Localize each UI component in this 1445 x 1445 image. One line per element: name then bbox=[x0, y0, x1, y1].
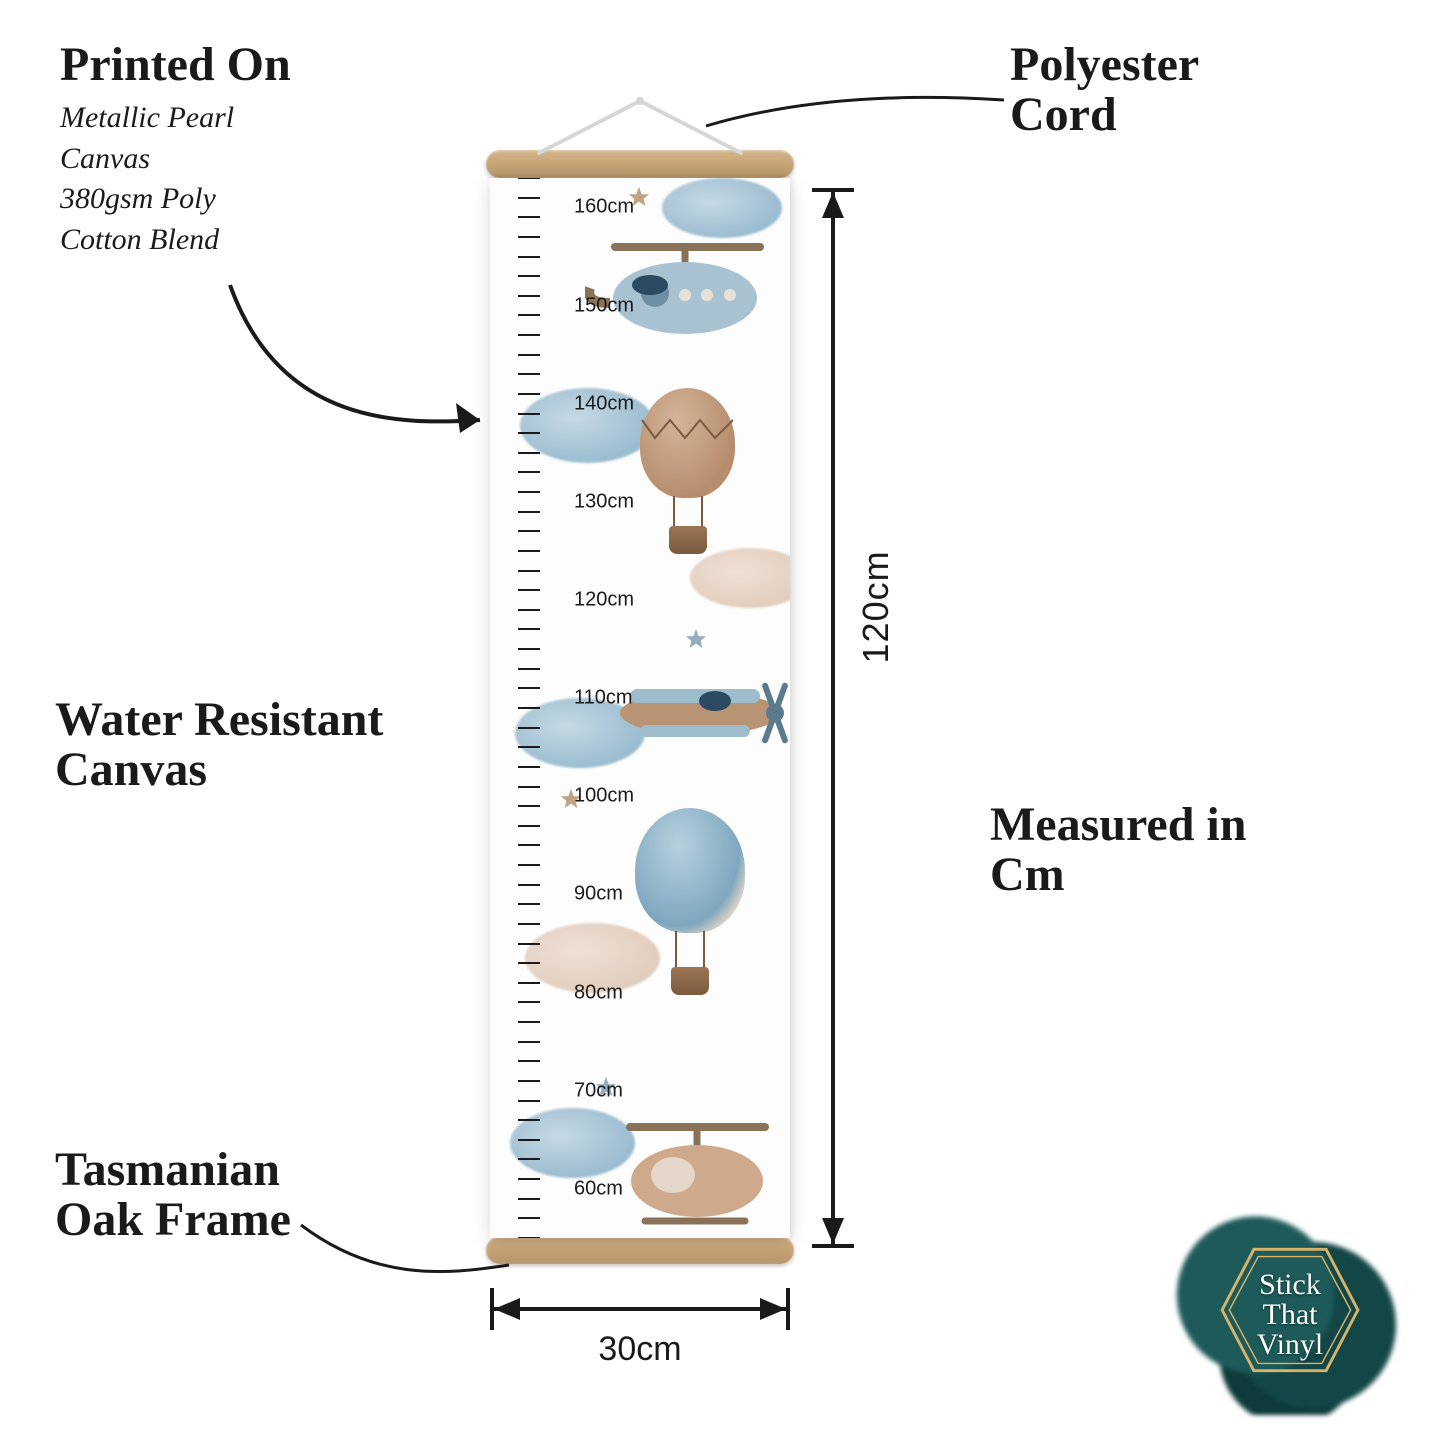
ruler-tick-minor bbox=[518, 903, 540, 905]
ruler-label: 100cm bbox=[574, 785, 634, 808]
ruler-tick-minor bbox=[518, 1198, 540, 1200]
canvas: 60cm 70cm 80cm 90cm 100cm 110cm 120cm 130cm 140c… bbox=[490, 178, 790, 1238]
ruler-tick-minor bbox=[518, 275, 540, 277]
ruler-tick-minor bbox=[518, 1041, 540, 1043]
callout-body: Metallic PearlCanvas380gsm PolyCotton Bl… bbox=[60, 98, 400, 260]
leader-line bbox=[220, 275, 510, 475]
ruler-tick-minor bbox=[518, 373, 540, 375]
logo-line: Vinyl bbox=[1257, 1330, 1324, 1360]
cloud-icon bbox=[662, 178, 782, 238]
star-icon bbox=[685, 628, 707, 650]
callout-headline: Water ResistantCanvas bbox=[55, 695, 395, 796]
ruler-tick-minor bbox=[518, 550, 540, 552]
ruler-tick-minor bbox=[518, 609, 540, 611]
ruler-tick-minor bbox=[518, 1158, 540, 1160]
callout-water-resistant: Water ResistantCanvas bbox=[55, 695, 395, 796]
ruler-label: 110cm bbox=[574, 687, 633, 710]
dimension-width-label: 30cm bbox=[490, 1330, 790, 1369]
ruler-label: 150cm bbox=[574, 294, 634, 317]
ruler-tick-minor bbox=[518, 844, 540, 846]
ruler-tick-minor bbox=[518, 491, 540, 493]
frame-bottom-bar bbox=[486, 1236, 794, 1264]
ruler-tick-minor bbox=[518, 393, 540, 395]
ruler-tick-minor bbox=[518, 471, 540, 473]
callout-oak-frame: TasmanianOak Frame bbox=[55, 1145, 395, 1246]
callout-printed-on: Printed On Metallic PearlCanvas380gsm Po… bbox=[60, 40, 400, 260]
cloud-icon bbox=[690, 548, 790, 608]
helicopter-icon bbox=[585, 233, 785, 348]
ruler-tick-minor bbox=[518, 746, 540, 748]
ruler-tick-minor bbox=[518, 943, 540, 945]
ruler-tick-minor bbox=[518, 236, 540, 238]
ruler-tick-minor bbox=[518, 1139, 540, 1141]
ruler-tick-minor bbox=[518, 511, 540, 513]
infographic-stage: 60cm 70cm 80cm 90cm 100cm 110cm 120cm 130cm 140c… bbox=[0, 0, 1445, 1445]
ruler-tick-minor bbox=[518, 570, 540, 572]
ruler-label: 160cm bbox=[574, 196, 634, 219]
ruler-tick-minor bbox=[518, 766, 540, 768]
ruler-tick-minor bbox=[518, 216, 540, 218]
callout-measured-cm: Measured inCm bbox=[990, 800, 1330, 901]
callout-polyester-cord: PolyesterCord bbox=[1010, 40, 1340, 141]
ruler-tick-minor bbox=[518, 923, 540, 925]
ruler-label: 60cm bbox=[574, 1177, 623, 1200]
ruler-tick-minor bbox=[518, 982, 540, 984]
dimension-height-label: 120cm bbox=[855, 550, 897, 663]
frame-top-bar bbox=[486, 150, 794, 178]
ruler-tick-minor bbox=[518, 197, 540, 199]
ruler-label: 80cm bbox=[574, 981, 623, 1004]
ruler-tick-minor bbox=[518, 628, 540, 630]
ruler-tick-minor bbox=[518, 648, 540, 650]
callout-headline: TasmanianOak Frame bbox=[55, 1145, 395, 1246]
ruler-tick-minor bbox=[518, 1217, 540, 1219]
ruler-tick-minor bbox=[518, 805, 540, 807]
ruler-tick-minor bbox=[518, 884, 540, 886]
ruler-label: 120cm bbox=[574, 589, 634, 612]
callout-headline: Printed On bbox=[60, 40, 400, 90]
ruler-tick-minor bbox=[518, 962, 540, 964]
logo-line: Stick bbox=[1259, 1270, 1321, 1300]
hot-air-balloon-icon bbox=[640, 388, 735, 554]
ruler-label: 90cm bbox=[574, 883, 623, 906]
ruler: 60cm70cm80cm90cm100cm110cm120cm130cm140c… bbox=[518, 178, 520, 1238]
ruler-tick-minor bbox=[518, 256, 540, 258]
ruler-tick-minor bbox=[518, 1178, 540, 1180]
ruler-tick-minor bbox=[518, 589, 540, 591]
ruler-tick-minor bbox=[518, 668, 540, 670]
ruler-tick-minor bbox=[518, 314, 540, 316]
ruler-tick-minor bbox=[518, 452, 540, 454]
ruler-tick-minor bbox=[518, 354, 540, 356]
ruler-tick-minor bbox=[518, 1080, 540, 1082]
ruler-label: 130cm bbox=[574, 490, 634, 513]
growth-chart: 60cm 70cm 80cm 90cm 100cm 110cm 120cm 130cm 140c… bbox=[490, 95, 790, 1264]
ruler-label: 140cm bbox=[574, 392, 634, 415]
ruler-tick-minor bbox=[518, 727, 540, 729]
ruler-tick-minor bbox=[518, 1021, 540, 1023]
brand-logo: Stick That Vinyl bbox=[1175, 1215, 1405, 1415]
ruler-tick-minor bbox=[518, 1001, 540, 1003]
ruler-tick-minor bbox=[518, 1237, 540, 1238]
callout-headline: PolyesterCord bbox=[1010, 40, 1340, 141]
ruler-tick-minor bbox=[518, 334, 540, 336]
ruler-tick-minor bbox=[518, 707, 540, 709]
ruler-tick-minor bbox=[518, 1100, 540, 1102]
ruler-tick-minor bbox=[518, 413, 540, 415]
ruler-tick-minor bbox=[518, 864, 540, 866]
ruler-tick-minor bbox=[518, 825, 540, 827]
ruler-tick-minor bbox=[518, 530, 540, 532]
ruler-tick-minor bbox=[518, 295, 540, 297]
ruler-tick-minor bbox=[518, 1060, 540, 1062]
ruler-tick-minor bbox=[518, 178, 540, 179]
logo-line: That bbox=[1263, 1300, 1318, 1330]
helicopter-icon bbox=[605, 1113, 790, 1238]
ruler-label: 70cm bbox=[574, 1079, 623, 1102]
airplane-icon bbox=[600, 653, 790, 778]
ruler-tick-minor bbox=[518, 1119, 540, 1121]
ruler-tick-minor bbox=[518, 432, 540, 434]
ruler-tick-minor bbox=[518, 687, 540, 689]
callout-headline: Measured inCm bbox=[990, 800, 1330, 901]
ruler-tick-minor bbox=[518, 786, 540, 788]
